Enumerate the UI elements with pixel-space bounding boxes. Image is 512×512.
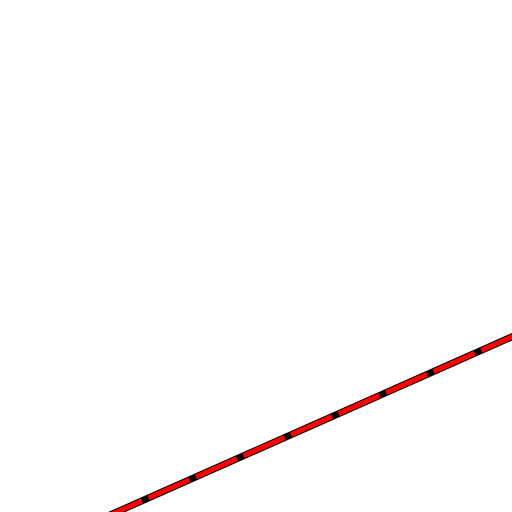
line-dashes [110, 334, 512, 512]
